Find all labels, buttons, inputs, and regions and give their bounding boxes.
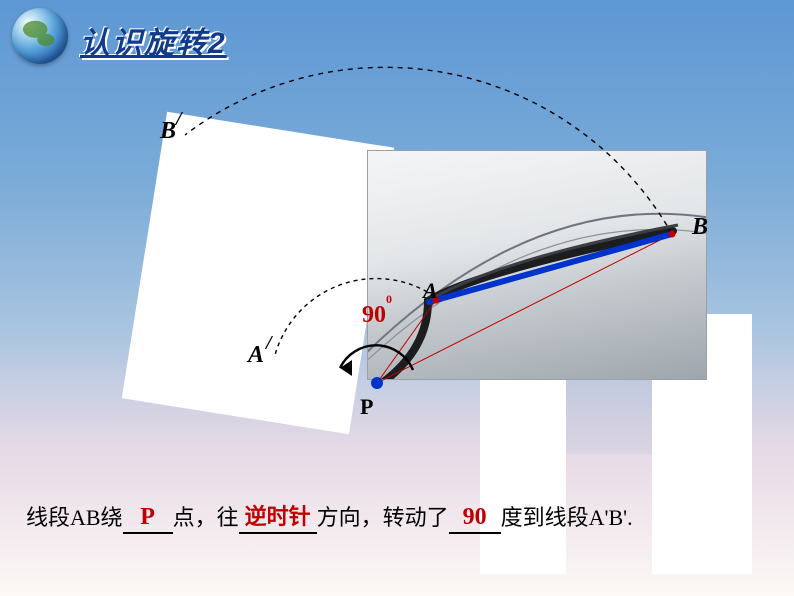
sentence: 线段AB绕 P 点，往逆时针方向，转动了 90 度到线段A'B'. bbox=[26, 500, 633, 534]
wiper-photo bbox=[367, 150, 707, 380]
sentence-t1: 线段AB绕 bbox=[26, 505, 123, 530]
prime-mark: / bbox=[266, 332, 272, 355]
white-bg-shape bbox=[122, 112, 395, 434]
sentence-t3: 方向，转动了 bbox=[317, 505, 449, 530]
label-B-prime: B/ bbox=[160, 118, 176, 145]
angle-value: 90 bbox=[362, 302, 386, 328]
label-B: B bbox=[692, 214, 708, 241]
blank-P: P bbox=[140, 504, 155, 530]
wiper-svg bbox=[368, 151, 707, 380]
angle-sup: 0 bbox=[386, 292, 392, 306]
blank-dir: 逆时针 bbox=[245, 504, 311, 529]
label-A: A bbox=[423, 278, 438, 304]
label-A-prime: A/ bbox=[248, 342, 264, 369]
page-title: 认识旋转2 bbox=[80, 18, 227, 62]
sentence-t2: 点，往 bbox=[173, 505, 239, 530]
label-text: B bbox=[160, 118, 176, 144]
prime-mark: / bbox=[176, 108, 182, 131]
angle-90: 900 bbox=[362, 302, 392, 329]
sentence-t4: 度到线段A'B'. bbox=[501, 505, 633, 530]
label-P: P bbox=[360, 394, 373, 420]
globe-icon bbox=[12, 8, 68, 64]
label-text: A bbox=[248, 342, 264, 368]
blank-deg: 90 bbox=[463, 504, 487, 530]
